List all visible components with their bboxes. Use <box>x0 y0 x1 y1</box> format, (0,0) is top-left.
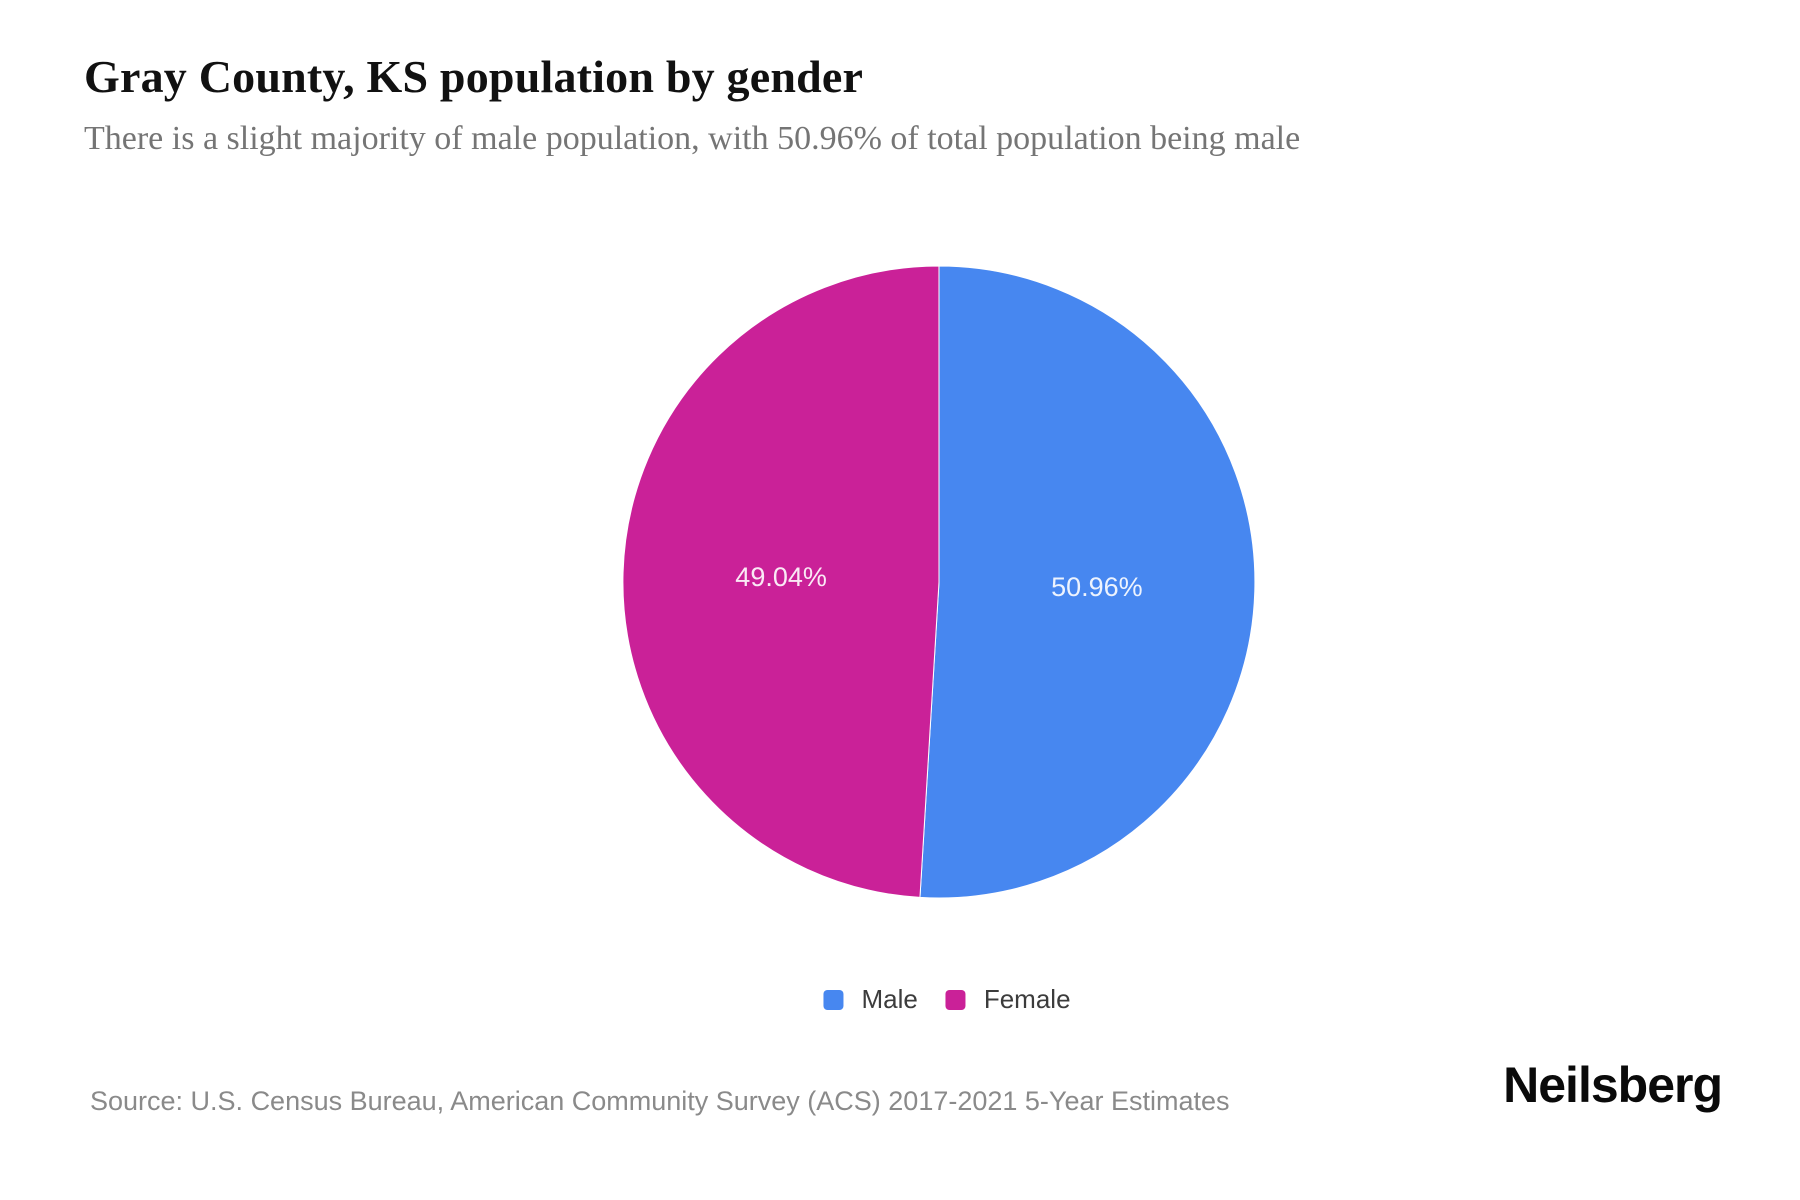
source-attribution: Source: U.S. Census Bureau, American Com… <box>90 1086 1230 1116</box>
chart-title: Gray County, KS population by gender <box>84 51 864 102</box>
legend-swatch-male-icon <box>823 989 844 1010</box>
pie-label-female: 49.04% <box>735 562 827 592</box>
chart-subtitle: There is a slight majority of male popul… <box>84 120 1301 157</box>
pie-slice-male[interactable] <box>919 265 1256 899</box>
legend-item-male[interactable]: Male <box>823 984 918 1015</box>
legend-label-female: Female <box>983 984 1071 1014</box>
legend-label-male: Male <box>861 984 918 1014</box>
chart-legend: Male Female <box>823 984 1071 1015</box>
pie-slices: 50.96% 49.04% <box>622 265 1256 899</box>
legend-swatch-female-icon <box>945 989 966 1010</box>
pie-label-male: 50.96% <box>1051 572 1143 602</box>
pie-slice-female[interactable] <box>622 265 940 898</box>
legend-item-female[interactable]: Female <box>945 984 1071 1015</box>
brand-logo: Neilsberg <box>1503 1057 1723 1113</box>
